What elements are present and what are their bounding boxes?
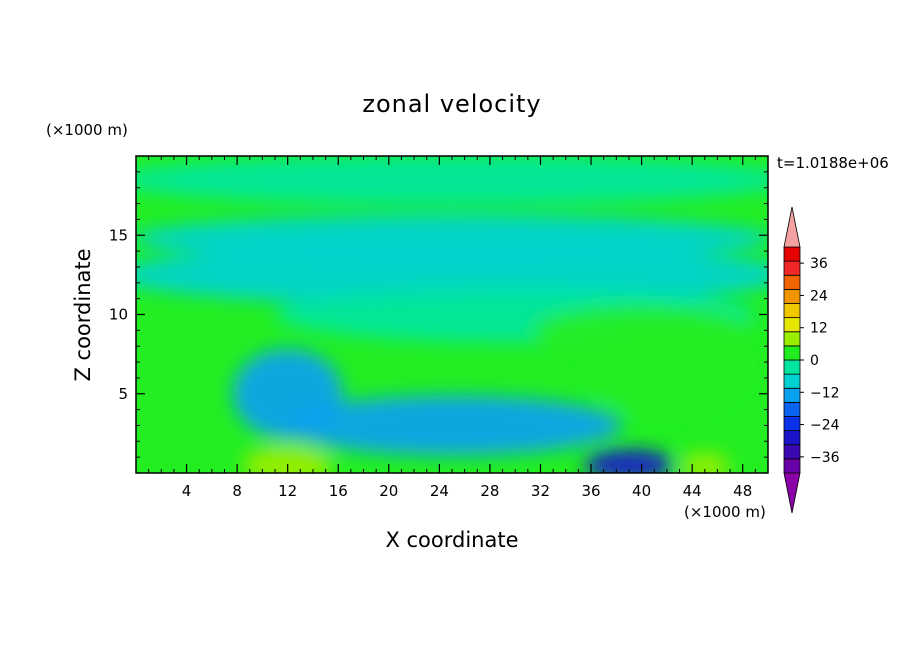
colorbar-under-arrow: [783, 472, 801, 514]
colorbar-swatch: [783, 274, 801, 290]
colorbar-swatch: [783, 387, 801, 403]
x-tick-label: 44: [683, 482, 702, 500]
x-tick-label: 28: [480, 482, 499, 500]
field-feature: [586, 324, 747, 415]
x-tick-label: 16: [329, 482, 348, 500]
velocity-field: [136, 156, 768, 473]
colorbar-label: 36: [810, 256, 828, 272]
colorbar-swatch: [783, 458, 801, 474]
y-axis-label: Z coordinate: [71, 248, 95, 381]
x-tick-label: 40: [632, 482, 651, 500]
x-tick-label: 24: [430, 482, 449, 500]
x-tick-label: 32: [531, 482, 550, 500]
colorbar-label: 0: [810, 353, 819, 369]
y-tick-label: 15: [109, 226, 128, 244]
colorbar-label: −12: [810, 385, 840, 401]
x-tick-label: 20: [379, 482, 398, 500]
colorbar-swatch: [783, 359, 801, 375]
time-label: t=1.0188e+06: [777, 154, 889, 172]
x-axis-label: X coordinate: [385, 528, 518, 552]
colorbar-swatch: [783, 345, 801, 361]
x-tick-label: 36: [581, 482, 600, 500]
colorbar-swatch: [783, 401, 801, 417]
field-feature: [136, 156, 768, 205]
colorbar-swatch: [783, 303, 801, 319]
y-tick-label: 5: [118, 385, 128, 403]
field-feature: [242, 445, 333, 473]
colorbar-swatch: [783, 444, 801, 460]
chart-title: zonal velocity: [362, 90, 541, 118]
colorbar-swatch: [783, 246, 801, 262]
x-tick-label: 48: [733, 482, 752, 500]
plot-area: [136, 156, 768, 473]
x-unit-label: (×1000 m): [684, 503, 766, 521]
field-feature: [282, 395, 622, 456]
colorbar-label: −24: [810, 418, 840, 434]
colorbar: 36 24 12 0 −12 −24 −36: [783, 206, 840, 514]
y-unit-label: (×1000 m): [46, 121, 128, 139]
colorbar-swatch: [783, 260, 801, 276]
colorbar-label: 12: [810, 321, 828, 337]
colorbar-swatch: [783, 331, 801, 347]
field-feature: [679, 452, 730, 473]
field-feature: [583, 449, 674, 473]
colorbar-swatch: [783, 373, 801, 389]
x-tick-label: 12: [278, 482, 297, 500]
colorbar-swatch: [783, 416, 801, 432]
y-tick-label: 10: [109, 306, 128, 324]
colorbar-swatch: [783, 317, 801, 333]
colorbar-swatch: [783, 288, 801, 304]
colorbar-swatch: [783, 430, 801, 446]
x-tick-label: 4: [182, 482, 192, 500]
colorbar-label: 24: [810, 288, 828, 304]
x-tick-label: 8: [232, 482, 242, 500]
colorbar-label: −36: [810, 450, 840, 466]
colorbar-over-arrow: [783, 206, 801, 248]
